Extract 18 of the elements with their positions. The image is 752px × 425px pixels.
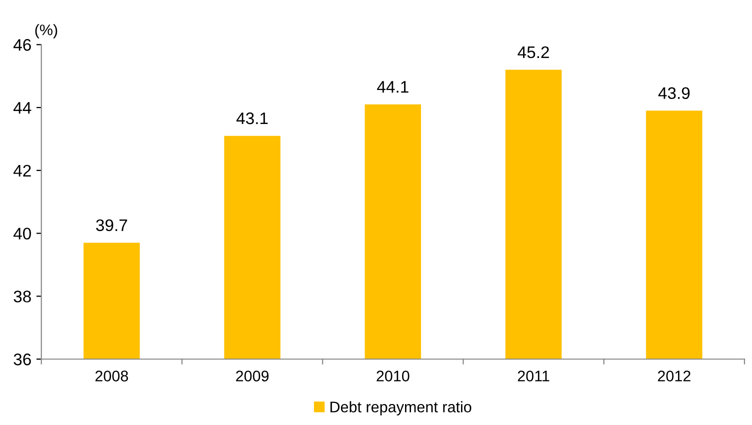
y-tick-label: 38 [14,290,31,302]
data-label: 43.9 [658,87,690,100]
data-label: 45.2 [518,46,549,58]
y-tick-label: 36 [14,354,31,366]
x-tick-label: 2009 [236,370,269,382]
legend-label: Debt repayment ratio [330,401,472,416]
y-tick-label: 40 [13,228,31,240]
data-label: 44.1 [377,81,408,93]
x-tick-label: 2012 [658,370,690,382]
x-tick-label: 2010 [376,370,410,382]
data-label: 43.1 [236,112,268,124]
x-tick-label: 2008 [95,370,128,382]
y-tick-label: 44 [13,102,32,114]
x-tick-label: 2011 [518,370,550,382]
y-axis-title: (%) [35,24,58,38]
data-label: 39.7 [96,219,128,232]
y-tick-label: 46 [13,39,31,51]
y-tick-label: 42 [13,164,31,176]
